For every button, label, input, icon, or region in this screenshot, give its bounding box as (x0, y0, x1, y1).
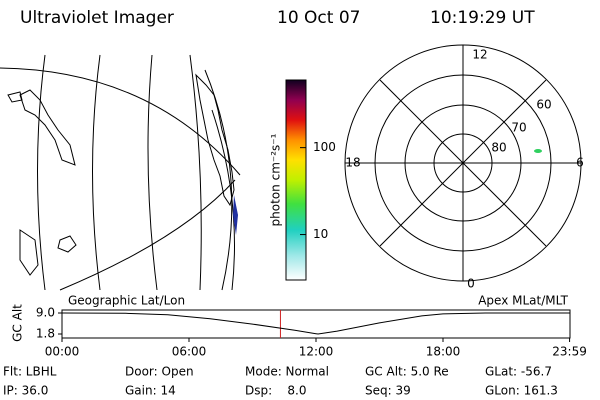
status-field: Door: Open (125, 365, 194, 379)
colorbar-label: photon cm⁻²s⁻¹ (269, 133, 283, 226)
parallel (0, 67, 241, 176)
x-tick-label: 23:59 (552, 345, 587, 359)
lat-label: 80 (491, 141, 506, 155)
coastline (19, 229, 39, 276)
lat-label: 60 (536, 98, 551, 112)
status-field: Dsp: 8.0 (245, 384, 307, 398)
mlt-label: 6 (576, 156, 584, 170)
coastline (57, 235, 77, 253)
x-tick-label: 00:00 (45, 345, 80, 359)
status-field: Flt: LBHL (3, 365, 57, 379)
colorbar (285, 79, 307, 281)
meridian (92, 54, 101, 291)
polar-grid (344, 44, 582, 282)
coastline (233, 195, 238, 235)
emission (534, 149, 542, 153)
coastline (195, 73, 235, 207)
mlt-label: 12 (472, 48, 487, 62)
meridian (211, 109, 235, 291)
coastline (19, 89, 76, 166)
x-tick-label: 12:00 (299, 345, 334, 359)
map (0, 54, 241, 291)
status-field: IP: 36.0 (3, 384, 48, 398)
x-tick-label: 06:00 (172, 345, 207, 359)
status-field: GLon: 161.3 (485, 384, 558, 398)
mlt-label: 0 (467, 277, 475, 291)
alt-left-label: Geographic Lat/Lon (68, 294, 185, 308)
meridian (189, 54, 202, 291)
y-tick-label: 1.8 (36, 327, 55, 341)
alt-right-label: Apex MLat/MLT (478, 294, 568, 308)
lat-label: 70 (511, 121, 526, 135)
colorbar-tick-label: 100 (313, 140, 336, 154)
y-tick-label: 9.0 (36, 306, 55, 320)
status-field: GLat: -56.7 (485, 365, 552, 379)
title: Ultraviolet Imager (20, 8, 174, 28)
meridian (37, 54, 46, 291)
x-tick-label: 18:00 (426, 345, 461, 359)
meridian (204, 69, 233, 291)
coastline (7, 91, 23, 103)
alt-ylabel: GC Alt (11, 304, 25, 342)
status-field: Mode: Normal (245, 365, 329, 379)
meridian (147, 54, 158, 291)
date: 10 Oct 07 (277, 8, 360, 28)
colorbar-tick-label: 10 (313, 227, 328, 241)
parallel (59, 179, 236, 291)
status-field: Gain: 14 (125, 384, 176, 398)
status-field: GC Alt: 5.0 Re (365, 365, 449, 379)
altitude-curve (61, 312, 570, 335)
mlt-line (379, 79, 547, 247)
time: 10:19:29 UT (430, 8, 535, 28)
mlt-label: 18 (345, 156, 360, 170)
status-field: Seq: 39 (365, 384, 411, 398)
